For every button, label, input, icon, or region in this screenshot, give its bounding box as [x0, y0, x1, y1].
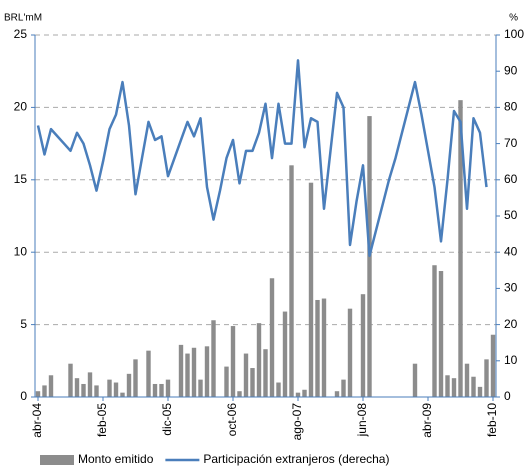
bar: [146, 350, 151, 397]
bar: [295, 392, 301, 397]
x-tick-label: ago-07: [290, 403, 304, 441]
bar: [42, 385, 47, 397]
bar: [360, 294, 366, 397]
bar: [191, 347, 197, 397]
y2-tick-label: 80: [504, 100, 518, 114]
bar: [315, 299, 320, 397]
y-tick-label: 10: [14, 244, 28, 258]
y-tick-label: 5: [20, 317, 27, 331]
y-axis-label: BRL'mM: [4, 13, 42, 24]
x-tick-label: oct-06: [225, 403, 239, 437]
bar: [321, 298, 327, 397]
bar: [74, 378, 80, 397]
y-tick-label: 0: [20, 389, 27, 403]
y2-tick-label: 10: [504, 353, 518, 367]
bar: [159, 383, 164, 397]
x-tick-label: feb-10: [485, 403, 499, 437]
bar: [341, 379, 346, 397]
bar: [458, 100, 463, 397]
y2-tick-label: 90: [504, 63, 518, 77]
bar: [230, 326, 236, 397]
y-tick-label: 25: [14, 27, 28, 41]
legend-label: Monto emitido: [78, 452, 154, 466]
bar: [464, 363, 470, 397]
bar: [68, 363, 73, 397]
bar: [165, 379, 171, 397]
bar: [432, 265, 437, 397]
bar: [198, 379, 203, 397]
y2-tick-label: 0: [504, 389, 511, 403]
bar: [224, 366, 229, 397]
bar: [185, 353, 190, 397]
y2-tick-label: 50: [504, 208, 518, 222]
bar: [334, 391, 340, 397]
bar: [48, 375, 54, 397]
bar: [204, 346, 210, 397]
bar: [484, 359, 489, 397]
bar: [347, 308, 353, 397]
bar: [451, 378, 457, 397]
bar: [269, 278, 275, 397]
y2-axis-label: %: [509, 13, 518, 24]
y2-tick-label: 20: [504, 317, 518, 331]
x-tick-label: jun-08: [355, 403, 369, 438]
x-tick-label: abr-04: [30, 403, 44, 438]
bar: [445, 375, 450, 397]
bar: [263, 349, 268, 397]
bar: [178, 344, 184, 397]
bar: [35, 391, 41, 397]
bar: [308, 182, 314, 397]
bar: [133, 359, 138, 397]
y2-tick-label: 60: [504, 172, 518, 186]
bar: [237, 391, 242, 397]
x-tick-label: abr-09: [420, 403, 434, 438]
bar: [289, 165, 294, 397]
bar: [302, 389, 307, 397]
bar: [243, 353, 249, 397]
bar: [256, 323, 262, 397]
y2-tick-label: 70: [504, 136, 518, 150]
bar: [152, 383, 158, 397]
bar: [81, 383, 86, 397]
bar: [120, 392, 125, 397]
y-tick-label: 20: [14, 100, 28, 114]
y-tick-label: 15: [14, 172, 28, 186]
legend-label: Participación extranjeros (derecha): [203, 452, 389, 466]
y2-tick-label: 100: [504, 27, 524, 41]
line: [36, 59, 488, 258]
legend-swatch: [40, 455, 74, 465]
bar: [471, 376, 476, 397]
bar: [94, 385, 99, 397]
y2-tick-label: 40: [504, 244, 518, 258]
bar: [276, 382, 281, 397]
bar: [87, 372, 93, 397]
bar: [438, 271, 444, 397]
x-tick-label: feb-05: [95, 403, 109, 437]
y2-tick-label: 30: [504, 281, 518, 295]
bar: [412, 363, 418, 397]
bar: [477, 386, 483, 397]
bar: [250, 368, 255, 397]
bar: [490, 334, 496, 397]
bar: [113, 382, 119, 397]
bar: [282, 311, 288, 397]
bar: [107, 379, 112, 397]
bar: [211, 320, 216, 397]
bar: [126, 373, 132, 397]
x-tick-label: dic-05: [160, 403, 174, 436]
